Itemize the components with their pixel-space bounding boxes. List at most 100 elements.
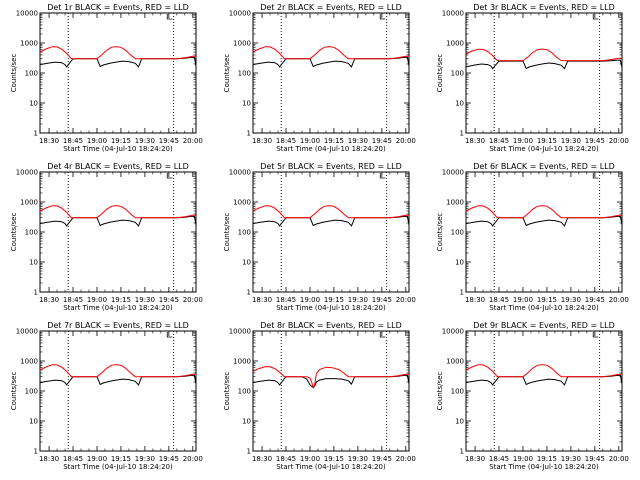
y-tick-label: 1 xyxy=(460,130,464,138)
plot-frame xyxy=(252,12,410,134)
x-tick-label: 20:00 xyxy=(183,296,203,304)
x-tick-label: 20:00 xyxy=(609,455,629,463)
x-tick-label: 18:45 xyxy=(63,137,83,145)
x-tick-label: 18:30 xyxy=(465,137,485,145)
plot-frame xyxy=(39,12,197,134)
x-tick-label: 20:00 xyxy=(396,137,416,145)
panel-title: Det 8r BLACK = Events, RED = LLD xyxy=(260,321,402,330)
detector-panel-1: Det 1r BLACK = Events, RED = LLD 1 10 100 10… xyxy=(10,3,203,153)
y-axis-label: Counts/sec xyxy=(10,372,18,411)
y-tick-label: 1000 xyxy=(446,199,464,207)
x-tick-label: 19:15 xyxy=(537,455,557,463)
y-tick-label: 10 xyxy=(29,100,38,108)
x-tick-label: 19:45 xyxy=(372,455,392,463)
y-tick-label: 1000 xyxy=(20,199,38,207)
y-axis-label: Counts/sec xyxy=(436,54,444,93)
x-tick-label: 19:15 xyxy=(111,455,131,463)
x-tick-label: 20:00 xyxy=(396,296,416,304)
panel-title: Det 3r BLACK = Events, RED = LLD xyxy=(473,3,615,12)
x-tick-label: 19:45 xyxy=(159,296,179,304)
x-axis-label: Start Time (04-Jul-10 18:24:20) xyxy=(276,304,386,312)
x-tick-label: 18:30 xyxy=(39,137,59,145)
y-tick-label: 1 xyxy=(34,130,38,138)
x-tick-label: 19:45 xyxy=(585,296,605,304)
x-tick-label: 19:15 xyxy=(111,137,131,145)
x-tick-label: 18:30 xyxy=(252,137,272,145)
y-axis-label: Counts/sec xyxy=(10,54,18,93)
lld-series-line xyxy=(252,366,409,390)
y-tick-label: 1 xyxy=(247,289,251,297)
y-tick-label: 100 xyxy=(25,388,38,396)
y-tick-label: 10 xyxy=(455,418,464,426)
y-tick-label: 10 xyxy=(29,418,38,426)
panel-title: Det 6r BLACK = Events, RED = LLD xyxy=(473,162,615,171)
y-tick-label: 10000 xyxy=(229,169,251,177)
x-axis-label: Start Time (04-Jul-10 18:24:20) xyxy=(63,145,173,153)
x-tick-label: 19:15 xyxy=(537,137,557,145)
detector-panel-2: Det 2r BLACK = Events, RED = LLD 1 10 100 10… xyxy=(223,3,416,153)
y-tick-label: 10000 xyxy=(442,169,464,177)
y-axis-label: Counts/sec xyxy=(10,213,18,252)
x-tick-label: 19:45 xyxy=(585,455,605,463)
x-tick-label: 19:00 xyxy=(300,455,320,463)
detector-panel-6: Det 6r BLACK = Events, RED = LLD 1 10 100 10… xyxy=(436,162,629,312)
detector-panel-5: Det 5r BLACK = Events, RED = LLD 1 10 100 10… xyxy=(223,162,416,312)
panel-title: Det 4r BLACK = Events, RED = LLD xyxy=(47,162,189,171)
detector-panel-3: Det 3r BLACK = Events, RED = LLD 1 10 100 10… xyxy=(436,3,629,153)
y-tick-label: 10000 xyxy=(16,169,38,177)
lld-series-line xyxy=(39,364,196,378)
marker-glyph xyxy=(379,332,386,338)
panel-title: Det 1r BLACK = Events, RED = LLD xyxy=(47,3,189,12)
panel-title: Det 5r BLACK = Events, RED = LLD xyxy=(260,162,402,171)
lld-series-line xyxy=(465,364,622,378)
y-tick-label: 10 xyxy=(242,100,251,108)
x-tick-label: 18:30 xyxy=(39,296,59,304)
y-tick-label: 1000 xyxy=(446,358,464,366)
plot-frame xyxy=(465,330,623,452)
x-axis-label: Start Time (04-Jul-10 18:24:20) xyxy=(276,463,386,471)
y-tick-label: 100 xyxy=(451,229,464,237)
x-tick-label: 20:00 xyxy=(609,137,629,145)
x-tick-label: 18:30 xyxy=(252,296,272,304)
x-axis-label: Start Time (04-Jul-10 18:24:20) xyxy=(63,304,173,312)
x-tick-label: 18:30 xyxy=(39,455,59,463)
plot-frame xyxy=(39,330,197,452)
x-tick-label: 19:15 xyxy=(537,296,557,304)
x-tick-label: 20:00 xyxy=(396,455,416,463)
x-tick-label: 19:00 xyxy=(300,137,320,145)
x-tick-label: 19:30 xyxy=(561,455,581,463)
x-tick-label: 19:00 xyxy=(87,455,107,463)
x-tick-label: 19:15 xyxy=(324,296,344,304)
y-tick-label: 1 xyxy=(460,448,464,456)
y-tick-label: 1 xyxy=(460,289,464,297)
y-tick-label: 1 xyxy=(247,130,251,138)
y-tick-label: 10000 xyxy=(229,328,251,336)
y-tick-label: 1000 xyxy=(446,40,464,48)
y-tick-label: 100 xyxy=(238,229,251,237)
x-tick-label: 19:45 xyxy=(372,137,392,145)
lld-series-line xyxy=(465,205,622,219)
x-tick-label: 18:45 xyxy=(489,455,509,463)
lld-series-line xyxy=(252,46,409,60)
plot-frame xyxy=(252,171,410,293)
x-tick-label: 19:30 xyxy=(135,296,155,304)
detector-panel-9: Det 9r BLACK = Events, RED = LLD 1 10 100 10… xyxy=(436,321,629,471)
y-tick-label: 10 xyxy=(455,100,464,108)
plot-frame xyxy=(39,171,197,293)
x-tick-label: 20:00 xyxy=(609,296,629,304)
lld-series-line xyxy=(39,46,196,60)
y-tick-label: 100 xyxy=(451,70,464,78)
x-tick-label: 19:00 xyxy=(513,455,533,463)
detector-panel-4: Det 4r BLACK = Events, RED = LLD 1 10 100 10… xyxy=(10,162,203,312)
x-tick-label: 18:30 xyxy=(252,455,272,463)
y-tick-label: 10000 xyxy=(16,10,38,18)
y-tick-label: 10000 xyxy=(229,10,251,18)
marker-glyph xyxy=(379,14,386,20)
x-tick-label: 19:30 xyxy=(135,137,155,145)
detector-panel-7: Det 7r BLACK = Events, RED = LLD 1 10 100 10… xyxy=(10,321,203,471)
y-axis-label: Counts/sec xyxy=(436,372,444,411)
plot-frame xyxy=(252,330,410,452)
x-tick-label: 19:15 xyxy=(324,137,344,145)
x-tick-label: 18:30 xyxy=(465,455,485,463)
